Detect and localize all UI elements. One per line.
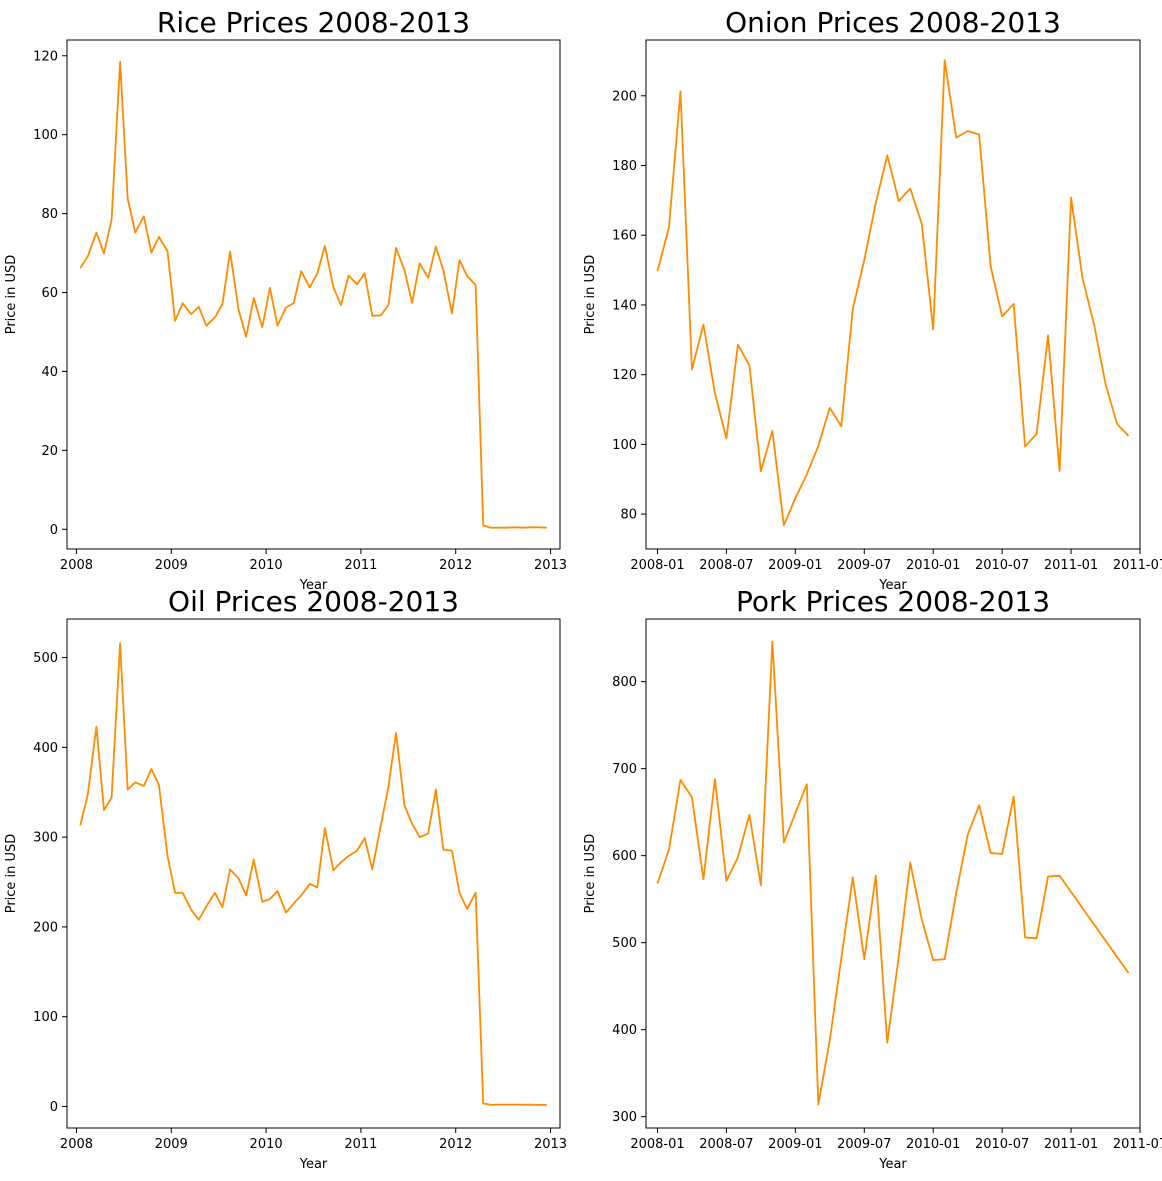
x-tick-label: 2013 [534,558,567,573]
y-tick-label: 400 [33,741,58,756]
y-axis-label: Price in USD [583,255,598,335]
x-tick-label: 2010-07 [975,1137,1029,1152]
y-tick-label: 20 [41,444,58,459]
x-tick-label: 2012 [439,558,472,573]
chart-panel-4: Pork Prices 2008-2013 2008-01 2008-07 2009-… [583,585,1162,1172]
y-tick-label: 100 [33,1010,58,1025]
x-tick-label: 2008-01 [630,558,684,573]
y-tick-label: 800 [612,675,637,690]
y-tick-label: 60 [41,286,58,301]
x-tick-label: 2011-07 [1113,1137,1162,1152]
y-tick-label: 300 [612,1110,637,1125]
x-tick-label: 2010-01 [906,558,960,573]
plot-area-frame [645,39,1141,550]
x-tick-label: 2011-01 [1044,1137,1098,1152]
x-tick-label: 2010-07 [975,558,1029,573]
x-tick-label: 2008 [60,1137,93,1152]
chart-title: Onion Prices 2008-2013 [725,6,1061,39]
y-tick-label: 120 [612,368,637,383]
series-line-1 [79,60,547,529]
plot-area-frame [645,618,1141,1129]
y-tick-label: 80 [41,207,58,222]
y-tick-label: 180 [612,159,637,174]
y-tick-label: 300 [33,831,58,846]
y-tick-label: 100 [33,128,58,143]
series-line-1 [79,642,547,1106]
chart-panel-2: Onion Prices 2008-2013 2008-01 2008-07 2009… [583,6,1162,593]
chart-panel-3: Oil Prices 2008-2013 2008 2009 2010 2011 2012… [4,585,567,1172]
y-axis-label: Price in USD [583,834,598,914]
y-axis-label: Price in USD [4,834,19,914]
x-tick-label: 2009 [155,558,188,573]
plot-area-frame [66,618,561,1129]
x-axis-label: Year [878,1157,907,1172]
x-tick-label: 2009-07 [837,1137,891,1152]
x-tick-label: 2012 [439,1137,472,1152]
x-axis-label: Year [878,578,907,593]
y-tick-label: 600 [612,849,637,864]
x-tick-label: 2010-01 [906,1137,960,1152]
x-tick-label: 2008 [60,558,93,573]
y-tick-label: 120 [33,49,58,64]
x-tick-label: 2013 [534,1137,567,1152]
y-axis-label: Price in USD [4,255,19,335]
x-tick-label: 2011 [344,1137,377,1152]
x-tick-label: 2009-01 [768,558,822,573]
x-tick-label: 2009-07 [837,558,891,573]
x-axis-label: Year [299,1157,328,1172]
chart-title: Pork Prices 2008-2013 [736,585,1050,618]
x-tick-label: 2009-01 [768,1137,822,1152]
x-tick-label: 2011-07 [1113,558,1162,573]
y-tick-label: 80 [620,508,637,523]
y-tick-label: 700 [612,762,637,777]
plot-area-frame [66,39,561,550]
y-tick-label: 200 [612,89,637,104]
x-tick-label: 2010 [250,558,283,573]
y-tick-label: 0 [50,1100,58,1115]
y-tick-label: 140 [612,298,637,313]
y-tick-label: 0 [50,523,58,538]
chart-title: Rice Prices 2008-2013 [157,6,470,39]
x-tick-label: 2009 [155,1137,188,1152]
y-tick-label: 100 [612,438,637,453]
y-tick-label: 40 [41,365,58,380]
y-tick-label: 500 [612,936,637,951]
series-line-1 [656,59,1130,527]
y-tick-label: 500 [33,651,58,666]
x-tick-label: 2011-01 [1044,558,1098,573]
x-tick-label: 2008-07 [699,558,753,573]
x-tick-label: 2011 [344,558,377,573]
series-line-1 [656,640,1130,1106]
chart-title: Oil Prices 2008-2013 [168,585,459,618]
x-tick-label: 2008-07 [699,1137,753,1152]
y-tick-label: 160 [612,229,637,244]
y-tick-label: 400 [612,1023,637,1038]
x-axis-label: Year [299,578,328,593]
x-tick-label: 2008-01 [630,1137,684,1152]
x-tick-label: 2010 [250,1137,283,1152]
y-tick-label: 200 [33,920,58,935]
